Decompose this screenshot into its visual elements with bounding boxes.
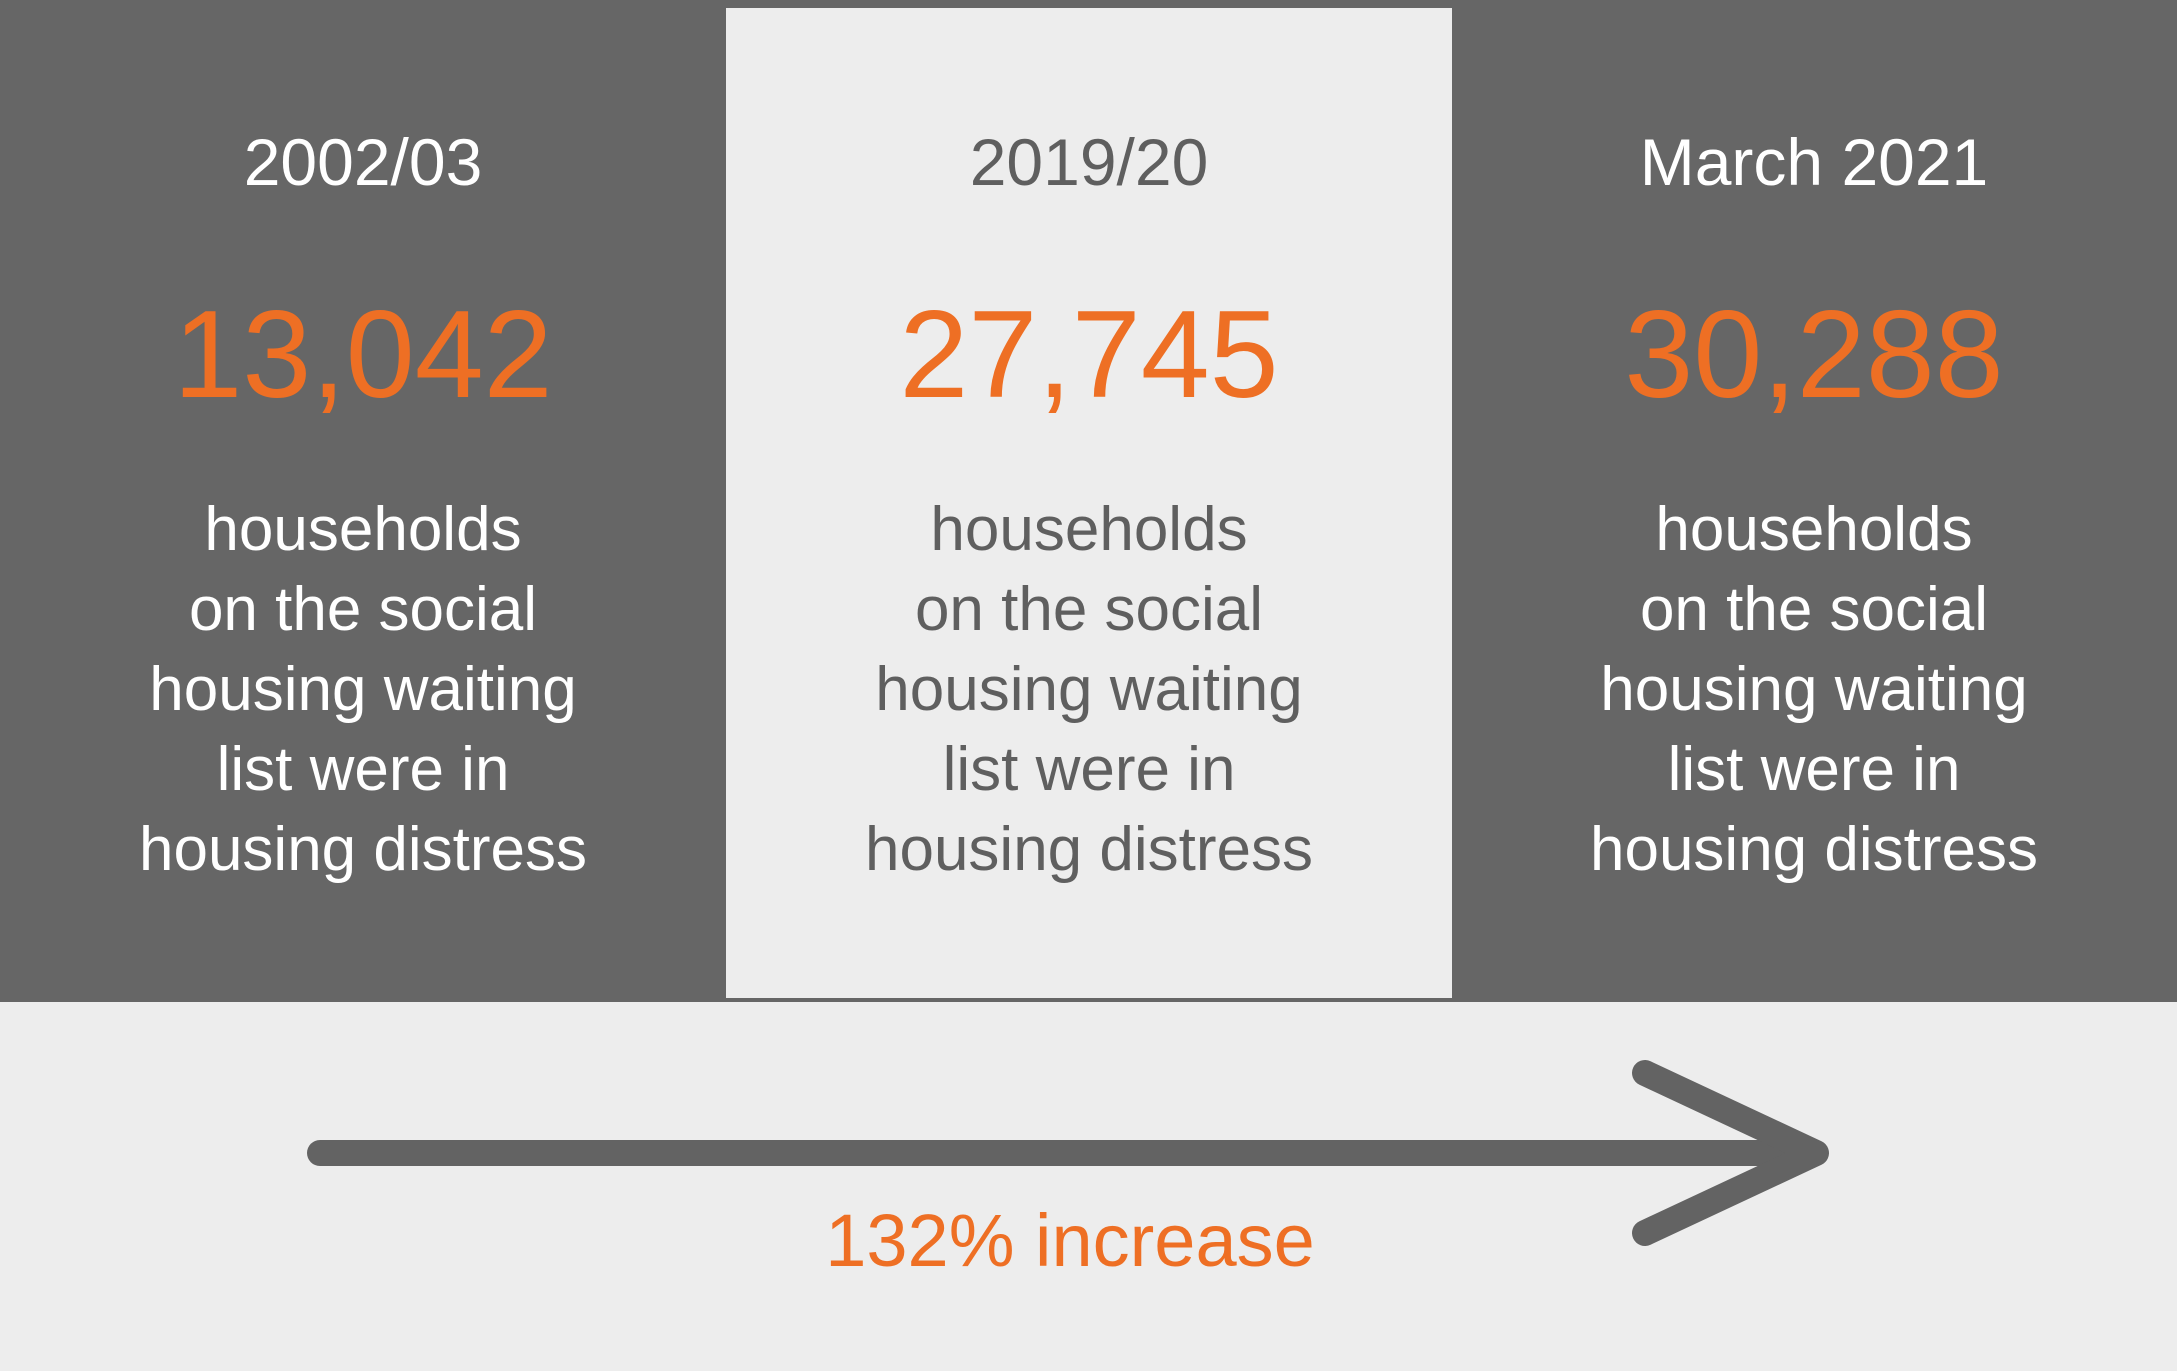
panel-count: 27,745	[899, 286, 1279, 424]
panel-caption: households on the social housing waiting…	[1589, 495, 2039, 884]
panel-count: 13,042	[173, 286, 553, 424]
panel-2019-20: 2019/20 27,745 households on the social …	[726, 8, 1452, 998]
panel-march-2021: March 2021 30,288 households on the soci…	[1451, 0, 2177, 1002]
panel-period: 2019/20	[969, 125, 1209, 199]
panel-count: 30,288	[1624, 286, 2004, 424]
arrow-head	[1632, 1060, 1829, 1246]
panel-period: March 2021	[1639, 125, 1989, 199]
panel-caption: households on the social housing waiting…	[864, 495, 1314, 884]
panel-caption: households on the social housing waiting…	[138, 495, 588, 884]
increase-label: 132% increase	[825, 1199, 1315, 1282]
panel-period: 2002/03	[243, 125, 483, 199]
panel-2002-03: 2002/03 13,042 households on the social …	[0, 0, 726, 1002]
